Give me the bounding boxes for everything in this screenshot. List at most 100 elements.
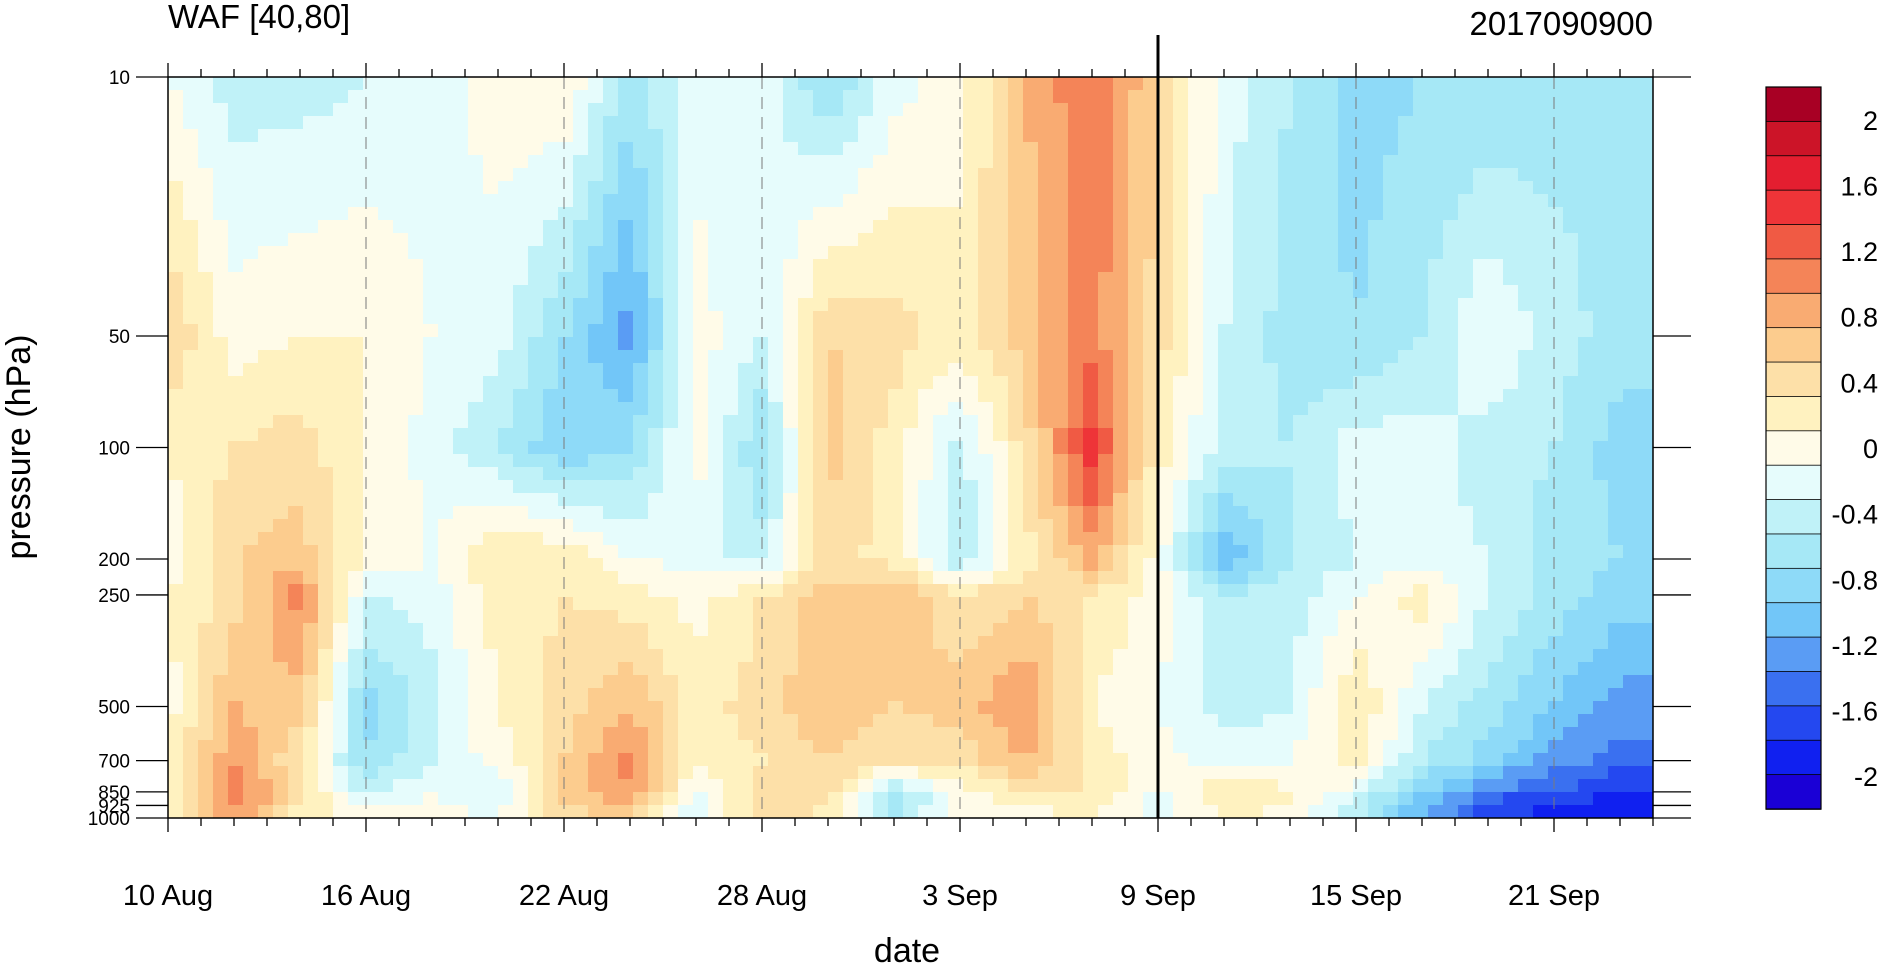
contour-cell xyxy=(498,610,514,624)
contour-cell xyxy=(1218,389,1234,403)
contour-cell xyxy=(918,467,934,481)
contour-cell xyxy=(528,168,544,182)
contour-cell xyxy=(1113,285,1129,299)
contour-cell xyxy=(408,480,424,494)
contour-cell xyxy=(543,623,559,637)
contour-cell xyxy=(513,441,529,455)
contour-cell xyxy=(1278,714,1294,728)
contour-cell xyxy=(993,532,1009,546)
contour-cell xyxy=(1473,493,1489,507)
contour-cell xyxy=(588,207,604,221)
contour-cell xyxy=(1173,506,1189,520)
contour-cell xyxy=(873,519,889,533)
contour-cell xyxy=(423,532,439,546)
contour-cell xyxy=(1503,350,1519,364)
contour-cell xyxy=(1113,532,1129,546)
contour-cell xyxy=(1578,363,1594,377)
contour-cell xyxy=(273,246,289,260)
contour-cell xyxy=(483,727,499,741)
contour-cell xyxy=(1473,103,1489,117)
contour-cell xyxy=(1638,571,1653,585)
contour-cell xyxy=(1338,571,1354,585)
contour-cell xyxy=(768,610,784,624)
contour-cell xyxy=(1323,233,1339,247)
contour-cell xyxy=(513,701,529,715)
contour-cell xyxy=(1443,519,1459,533)
contour-cell xyxy=(258,428,274,442)
contour-cell xyxy=(768,168,784,182)
contour-cell xyxy=(288,77,304,91)
contour-cell xyxy=(933,454,949,468)
contour-cell xyxy=(1578,155,1594,169)
contour-cell xyxy=(1638,155,1653,169)
contour-cell xyxy=(1098,415,1114,429)
contour-cell xyxy=(663,688,679,702)
contour-cell xyxy=(423,129,439,143)
contour-cell xyxy=(333,337,349,351)
contour-cell xyxy=(1443,90,1459,104)
contour-cell xyxy=(423,337,439,351)
contour-cell xyxy=(1368,168,1384,182)
contour-cell xyxy=(1533,649,1549,663)
contour-cell xyxy=(873,493,889,507)
contour-cell xyxy=(288,194,304,208)
contour-cell xyxy=(318,701,334,715)
contour-cell xyxy=(1383,324,1399,338)
contour-cell xyxy=(1473,155,1489,169)
contour-cell xyxy=(303,480,319,494)
contour-cell xyxy=(1503,311,1519,325)
contour-cell xyxy=(1413,558,1429,572)
contour-cell xyxy=(258,545,274,559)
contour-cell xyxy=(348,129,364,143)
contour-cell xyxy=(183,233,199,247)
contour-cell xyxy=(1308,376,1324,390)
contour-cell xyxy=(588,233,604,247)
contour-cell xyxy=(588,116,604,130)
contour-cell xyxy=(858,259,874,273)
contour-cell xyxy=(738,129,754,143)
contour-cell xyxy=(858,272,874,286)
contour-cell xyxy=(1098,168,1114,182)
contour-cell xyxy=(843,545,859,559)
contour-cell xyxy=(663,142,679,156)
contour-cell xyxy=(1353,506,1369,520)
contour-cell xyxy=(1593,350,1609,364)
contour-cell xyxy=(813,246,829,260)
contour-cell xyxy=(1128,675,1144,689)
contour-cell xyxy=(648,376,664,390)
contour-cell xyxy=(228,480,244,494)
contour-cell xyxy=(753,623,769,637)
contour-cell xyxy=(1413,103,1429,117)
contour-cell xyxy=(258,207,274,221)
contour-cell xyxy=(363,246,379,260)
contour-cell xyxy=(1188,324,1204,338)
contour-cell xyxy=(1053,168,1069,182)
contour-cell xyxy=(903,584,919,598)
contour-cell xyxy=(1098,246,1114,260)
contour-cell xyxy=(1023,480,1039,494)
contour-cell xyxy=(843,688,859,702)
contour-cell xyxy=(258,571,274,585)
contour-cell xyxy=(1353,519,1369,533)
contour-cell xyxy=(348,311,364,325)
contour-cell xyxy=(1458,428,1474,442)
contour-cell xyxy=(1533,350,1549,364)
contour-cell xyxy=(798,662,814,676)
contour-cell xyxy=(348,597,364,611)
contour-cell xyxy=(1023,558,1039,572)
contour-cell xyxy=(1068,532,1084,546)
contour-cell xyxy=(378,272,394,286)
contour-cell xyxy=(453,649,469,663)
contour-cell xyxy=(1533,571,1549,585)
contour-cell xyxy=(1233,649,1249,663)
contour-cell xyxy=(1398,103,1414,117)
contour-cell xyxy=(438,701,454,715)
contour-cell xyxy=(393,103,409,117)
contour-cell xyxy=(1203,584,1219,598)
contour-cell xyxy=(1398,168,1414,182)
contour-cell xyxy=(708,142,724,156)
contour-cell xyxy=(1293,246,1309,260)
contour-cell xyxy=(513,571,529,585)
contour-cell xyxy=(963,506,979,520)
contour-cell xyxy=(1278,532,1294,546)
